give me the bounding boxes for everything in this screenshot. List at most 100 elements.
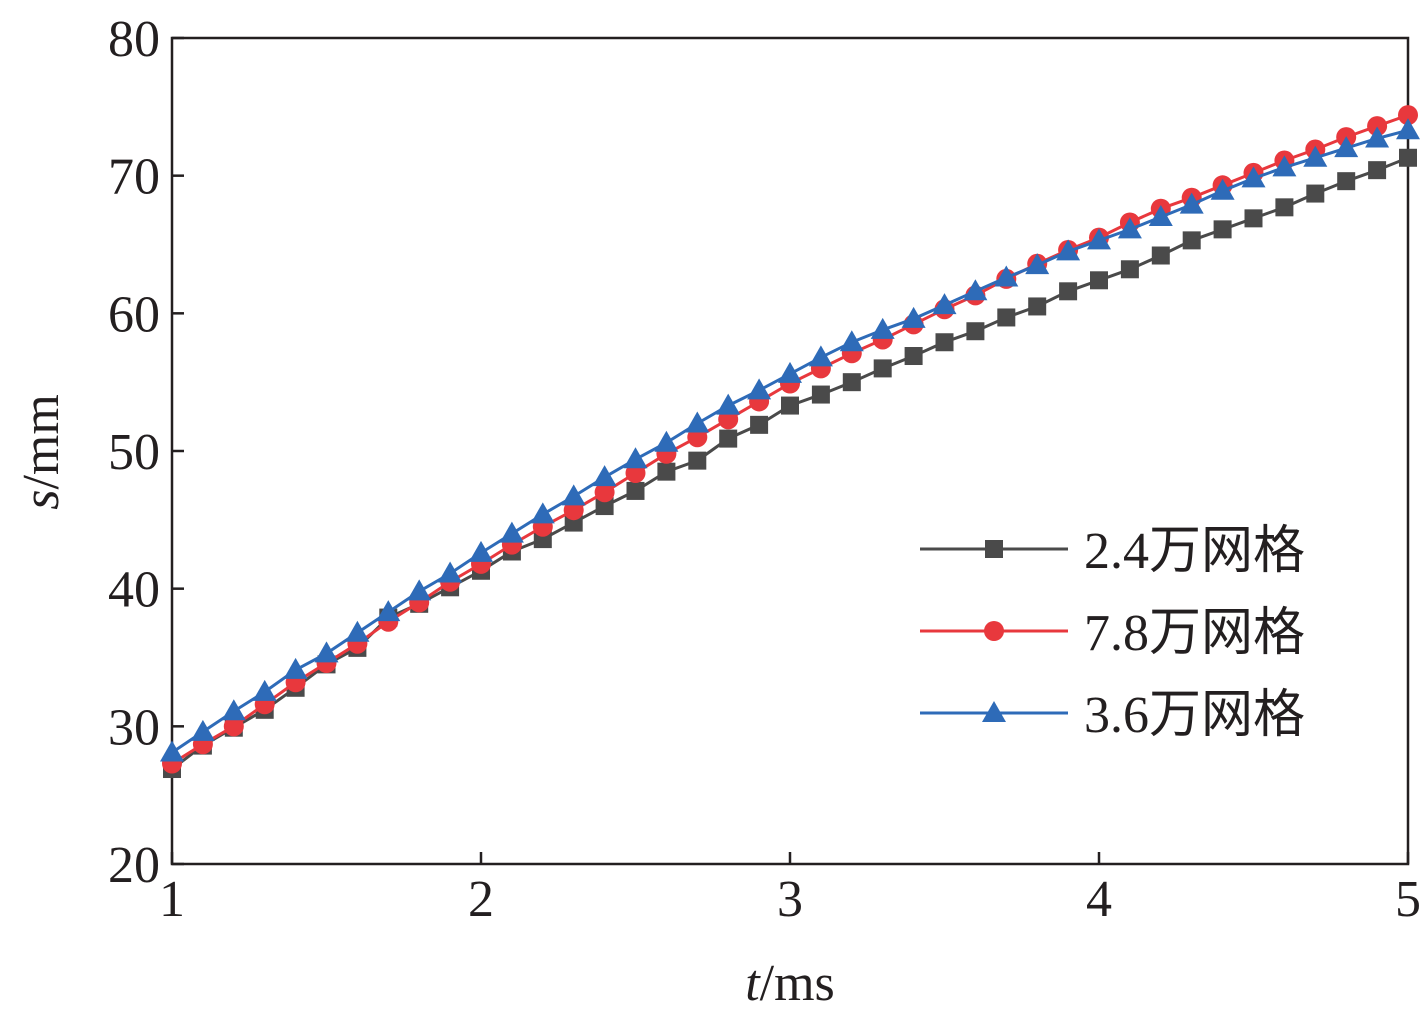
data-point <box>1182 231 1201 250</box>
data-point <box>376 600 401 622</box>
data-point <box>963 279 988 301</box>
data-point <box>1303 145 1328 167</box>
legend-item: 7.8万网格 <box>920 605 1305 662</box>
series-line <box>171 113 1409 765</box>
data-point <box>719 429 738 448</box>
x-axis-title: t/ms <box>745 955 835 1012</box>
x-tick-label: 4 <box>1086 871 1112 928</box>
data-point <box>314 641 339 663</box>
data-point <box>1306 184 1325 203</box>
y-tick-label: 40 <box>108 562 160 619</box>
x-axis-var: t <box>745 955 761 1012</box>
data-point <box>221 699 246 721</box>
y-tick-label: 20 <box>108 837 160 894</box>
data-point <box>1117 217 1142 239</box>
data-point <box>966 322 985 341</box>
data-point <box>870 317 895 339</box>
data-point <box>657 462 676 481</box>
x-tick-label: 5 <box>1395 871 1421 928</box>
data-point <box>407 579 432 601</box>
data-point <box>778 361 802 383</box>
y-tick-label: 50 <box>108 424 160 481</box>
data-point <box>904 347 923 366</box>
legend-label: 3.6万网格 <box>1084 687 1305 744</box>
x-axis-unit: /ms <box>760 955 835 1012</box>
data-point <box>561 484 586 506</box>
legend-marker <box>985 540 1003 558</box>
series-0 <box>163 148 1417 779</box>
data-point <box>160 740 184 762</box>
data-point <box>1398 105 1418 126</box>
data-point <box>997 308 1016 327</box>
data-point <box>994 265 1019 287</box>
data-point <box>1090 271 1108 290</box>
data-point <box>1025 253 1050 275</box>
data-point <box>283 657 308 679</box>
data-point <box>873 359 892 378</box>
data-point <box>530 502 555 524</box>
data-point <box>1396 118 1420 140</box>
data-point <box>1365 126 1390 148</box>
legend-item: 2.4万网格 <box>920 523 1305 580</box>
data-point <box>1272 155 1297 177</box>
data-point <box>345 620 370 642</box>
data-point <box>1213 220 1232 239</box>
data-point <box>1368 161 1387 180</box>
data-point <box>808 345 833 367</box>
data-point <box>499 521 524 543</box>
y-axis-title: s/mm <box>13 394 70 510</box>
data-point <box>252 679 277 701</box>
data-point <box>1056 239 1081 261</box>
legend: 2.4万网格 7.8万网格 3.6万网格 <box>920 523 1305 744</box>
data-point <box>1244 209 1263 228</box>
x-tick-label: 3 <box>777 871 803 928</box>
data-point <box>190 719 215 741</box>
data-point <box>935 333 954 352</box>
data-point <box>654 430 679 452</box>
data-point <box>623 447 648 469</box>
series-2 <box>160 118 1420 762</box>
data-point <box>626 481 645 500</box>
data-point <box>469 540 493 562</box>
data-point <box>1059 282 1078 301</box>
data-point <box>1367 116 1388 137</box>
data-point <box>842 373 861 392</box>
data-point <box>685 411 710 433</box>
data-point <box>901 306 926 328</box>
data-point <box>750 415 769 434</box>
data-point <box>932 293 957 315</box>
data-point <box>1241 166 1266 188</box>
data-point <box>781 396 799 415</box>
data-point <box>1210 178 1235 200</box>
series-1 <box>162 105 1418 774</box>
data-point <box>592 465 617 487</box>
data-point <box>1148 204 1173 226</box>
y-axis-unit: /mm <box>13 394 70 489</box>
data-point <box>716 393 741 415</box>
data-point <box>811 385 830 404</box>
data-point <box>438 561 463 583</box>
data-point <box>1120 260 1139 279</box>
x-tick-label: 2 <box>468 871 494 928</box>
data-point <box>1179 192 1204 214</box>
y-tick-label: 80 <box>108 11 160 68</box>
data-point <box>1337 172 1356 191</box>
y-tick-label: 60 <box>108 286 160 343</box>
series-layer <box>160 105 1420 779</box>
legend-label: 2.4万网格 <box>1084 523 1305 580</box>
axis-ticks: 1 2 3 4 5 20 30 40 50 60 70 80 <box>108 11 1421 928</box>
data-point <box>1275 198 1294 217</box>
data-point <box>839 330 864 352</box>
y-tick-label: 70 <box>108 149 160 206</box>
data-point <box>1399 148 1417 167</box>
data-point <box>1028 297 1047 316</box>
data-point <box>594 482 615 503</box>
data-point <box>1151 246 1170 265</box>
data-point <box>688 451 707 470</box>
legend-label: 7.8万网格 <box>1084 605 1305 662</box>
legend-marker <box>984 621 1004 641</box>
data-point <box>1087 228 1111 250</box>
legend-item: 3.6万网格 <box>920 687 1305 744</box>
